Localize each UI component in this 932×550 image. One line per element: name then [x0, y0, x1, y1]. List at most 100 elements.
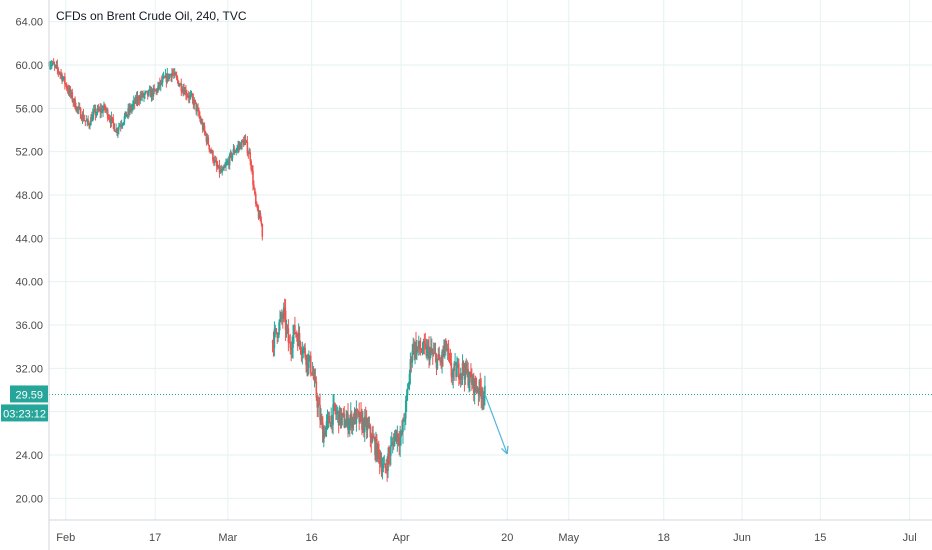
candle-body [114, 130, 116, 132]
candle-body [181, 90, 183, 92]
candle-body [49, 65, 51, 67]
candle-body [52, 62, 55, 65]
candle-body [421, 351, 424, 353]
candle-body [290, 347, 292, 351]
candle-body [435, 354, 438, 369]
candle-body [239, 143, 241, 147]
candle-body [118, 125, 121, 127]
candle-body [203, 125, 206, 132]
candle-body [371, 435, 374, 443]
candle-body [323, 431, 326, 437]
candle-body [128, 108, 130, 112]
time-axis[interactable]: Feb 17 Mar 16 Apr 20 May 18 Jun 15 Jul [49, 519, 932, 544]
candle-body [261, 223, 264, 237]
candle-body [205, 134, 208, 142]
candle-body [254, 188, 256, 194]
candle-body [229, 152, 232, 155]
candle-body [361, 414, 363, 430]
candle-body [90, 117, 92, 126]
candle-body [444, 340, 446, 350]
candle-body [339, 407, 342, 424]
candle-body [149, 89, 152, 98]
x-tick-label: Mar [218, 532, 237, 544]
candle-body [359, 412, 361, 423]
candle-body [314, 376, 317, 382]
candle-body [461, 362, 464, 374]
candle-body [454, 363, 456, 365]
candle-body [297, 333, 300, 347]
candle-body [291, 347, 293, 351]
candle-body [250, 160, 252, 170]
candle-body [96, 108, 99, 114]
candle-body [155, 89, 157, 92]
candle-body [194, 99, 197, 103]
candle-body [322, 422, 324, 443]
candle-body [221, 170, 224, 173]
candle-body [125, 111, 128, 117]
candle-body [376, 438, 378, 460]
arrow-shaft [484, 394, 508, 455]
candle-body [466, 369, 469, 373]
candle-body [451, 376, 454, 378]
candle-body [434, 352, 437, 355]
price-axis[interactable]: 64.00 60.00 56.00 52.00 48.00 44.00 40.00 36.00… [15, 0, 50, 550]
candle-body [463, 371, 466, 380]
candle-body [99, 108, 102, 113]
candle-body [201, 122, 204, 130]
candle-body [136, 96, 139, 102]
candle-body [310, 372, 313, 375]
candle-body [455, 363, 457, 377]
candle-body [204, 131, 207, 135]
candle-body [292, 334, 294, 348]
candle-body [481, 396, 483, 400]
candle-body [173, 72, 176, 75]
candle-body [133, 100, 136, 104]
candle-body [159, 80, 162, 86]
candle-body [146, 90, 149, 96]
candle-body [102, 109, 104, 113]
candle-body [370, 437, 373, 443]
candle-body [146, 90, 148, 92]
candle-body [431, 353, 434, 355]
candle-body [159, 82, 161, 86]
candle-body [343, 413, 346, 428]
x-tick-label: 15 [814, 532, 826, 544]
candle-body [327, 416, 330, 418]
candle-body [403, 419, 405, 422]
candle-body [245, 140, 248, 142]
y-tick-label: 40.00 [15, 277, 43, 289]
candle-body [382, 464, 385, 469]
candle-body [313, 376, 316, 379]
candle-body [258, 213, 261, 219]
y-tick-label: 24.00 [15, 450, 43, 462]
candle-body [213, 160, 215, 163]
candle-body [357, 411, 360, 413]
candle-body [190, 94, 193, 96]
candle-body [175, 75, 178, 78]
x-tick-label: 17 [149, 532, 161, 544]
candle-body [336, 410, 339, 413]
candle-body [279, 319, 281, 323]
candle-body [388, 453, 390, 455]
y-tick-label: 44.00 [15, 233, 43, 245]
candle-body [404, 418, 406, 422]
candle-body [256, 204, 259, 211]
candle-body [407, 385, 410, 389]
candle-body [336, 412, 338, 414]
candle-body [67, 90, 70, 94]
candle-body [464, 362, 467, 380]
candle-body [305, 357, 307, 366]
candle-body [176, 77, 179, 81]
candle-body [337, 410, 340, 426]
candle-body [88, 123, 90, 126]
candle-body [145, 91, 147, 93]
candle-body [353, 411, 356, 424]
candle-body [322, 431, 325, 443]
candle-body [178, 85, 181, 87]
candle-body [406, 388, 409, 396]
candle-body [416, 346, 418, 355]
candle-body [131, 107, 133, 110]
candle-body [342, 413, 345, 415]
